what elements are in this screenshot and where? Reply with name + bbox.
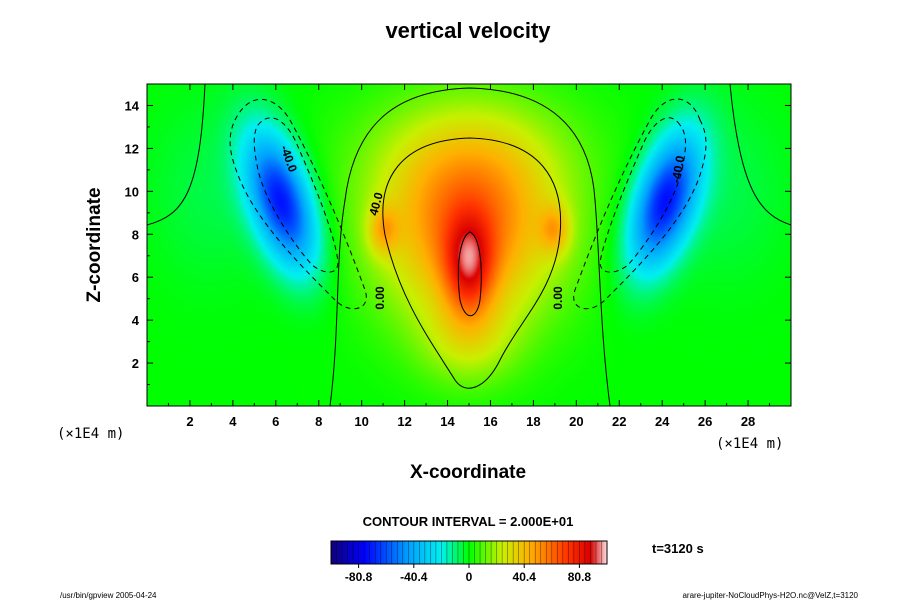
x-tick-label: 26 <box>698 414 712 429</box>
contour-label: 0.00 <box>551 286 565 310</box>
y-tick-label: 2 <box>132 356 139 371</box>
x-tick-label: 12 <box>397 414 411 429</box>
x-tick-label: 16 <box>483 414 497 429</box>
contour-interval-text: CONTOUR INTERVAL = 2.000E+01 <box>363 514 574 529</box>
footer-left: /usr/bin/gpview 2005-04-24 <box>60 591 157 600</box>
x-tick-label: 14 <box>440 414 455 429</box>
y-tick-label: 4 <box>132 313 140 328</box>
x-tick-label: 20 <box>569 414 583 429</box>
colorbar-tick-label: -40.4 <box>400 570 428 584</box>
x-tick-label: 6 <box>272 414 279 429</box>
x-unit-note-right: (×1E4 m) <box>716 436 783 452</box>
x-axis: 2 4 6 8 10 12 14 16 18 20 22 24 26 28 <box>167 84 771 429</box>
contour-minus-right-inner <box>599 117 686 273</box>
colorbar-tick-label: 0 <box>466 570 473 584</box>
y-axis: 2 4 6 8 10 12 14 <box>125 98 791 386</box>
y-tick-label: 6 <box>132 270 139 285</box>
x-tick-label: 10 <box>354 414 368 429</box>
y-tick-label: 12 <box>125 141 139 156</box>
contour-minus-right-outer <box>573 98 707 310</box>
contour-lines <box>147 84 791 406</box>
x-tick-label: 18 <box>526 414 540 429</box>
y-tick-label: 8 <box>132 227 139 242</box>
contour-minus-left-outer <box>229 98 367 310</box>
plot-area: -40.0 -40.0 40.0 0.00 0.00 <box>147 84 791 406</box>
colorbar-tick-label: 80.8 <box>568 570 592 584</box>
x-tick-label: 4 <box>229 414 237 429</box>
footer-right: arare-jupiter-NoCloudPhys-H2O.nc@VelZ,t=… <box>682 591 858 600</box>
x-axis-label: X-coordinate <box>410 462 526 483</box>
contour-zero-updraft <box>329 87 611 406</box>
x-tick-label: 8 <box>315 414 322 429</box>
contour-minus-left-inner <box>253 117 339 273</box>
colorbar-tick-label: 40.4 <box>513 570 537 584</box>
colorbar: -80.8 -40.4 0 40.4 80.8 <box>330 540 608 584</box>
x-unit-note-left: (×1E4 m) <box>57 426 124 442</box>
chart-title: vertical velocity <box>385 18 551 43</box>
velocity-field <box>147 84 791 406</box>
x-tick-label: 2 <box>186 414 193 429</box>
colorbar-tick-label: -80.8 <box>345 570 373 584</box>
contour-labels: -40.0 -40.0 40.0 0.00 0.00 <box>278 143 688 309</box>
contour-zero-right <box>729 84 791 226</box>
contour-zero-left <box>147 84 206 226</box>
x-tick-label: 24 <box>655 414 670 429</box>
contour-label: 40.0 <box>366 191 386 217</box>
contour-plus40 <box>382 137 562 389</box>
y-tick-label: 14 <box>125 98 140 113</box>
x-tick-label: 28 <box>741 414 755 429</box>
y-tick-label: 10 <box>125 184 139 199</box>
contour-plus80 <box>457 231 482 317</box>
y-axis-label: Z-coordinate <box>84 187 105 302</box>
time-label: t=3120 s <box>652 541 704 556</box>
contour-label: 0.00 <box>373 286 387 310</box>
x-tick-label: 22 <box>612 414 626 429</box>
contour-label: -40.0 <box>669 154 688 184</box>
